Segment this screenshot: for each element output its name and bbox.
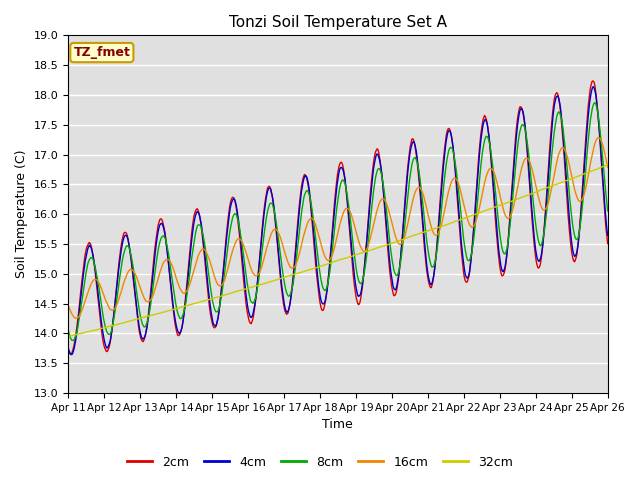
X-axis label: Time: Time <box>323 419 353 432</box>
Text: TZ_fmet: TZ_fmet <box>74 46 131 59</box>
Y-axis label: Soil Temperature (C): Soil Temperature (C) <box>15 150 28 278</box>
Title: Tonzi Soil Temperature Set A: Tonzi Soil Temperature Set A <box>229 15 447 30</box>
Legend: 2cm, 4cm, 8cm, 16cm, 32cm: 2cm, 4cm, 8cm, 16cm, 32cm <box>122 451 518 474</box>
